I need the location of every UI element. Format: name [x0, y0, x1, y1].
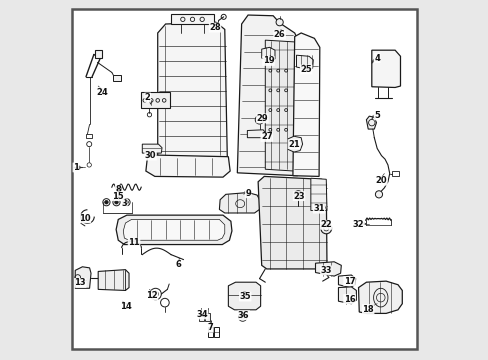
Text: 3: 3 [121, 199, 127, 208]
Polygon shape [287, 136, 302, 152]
Text: 20: 20 [375, 176, 386, 185]
Circle shape [293, 191, 302, 199]
Text: 32: 32 [352, 220, 364, 229]
Text: 11: 11 [128, 238, 140, 247]
Text: 34: 34 [196, 310, 207, 319]
Bar [391, 171, 398, 176]
Text: 10: 10 [79, 214, 91, 223]
Polygon shape [315, 262, 341, 276]
Polygon shape [258, 176, 326, 269]
Circle shape [375, 191, 382, 198]
Bar [140, 92, 169, 108]
Circle shape [104, 201, 108, 204]
Polygon shape [265, 40, 294, 171]
Polygon shape [292, 33, 319, 176]
Text: 1: 1 [73, 163, 79, 172]
Text: 36: 36 [238, 311, 249, 320]
Circle shape [238, 313, 246, 321]
Text: 15: 15 [112, 192, 124, 201]
Text: 29: 29 [256, 114, 268, 123]
Circle shape [320, 223, 331, 234]
Text: 5: 5 [373, 111, 379, 120]
Text: 8: 8 [115, 185, 121, 194]
Text: 14: 14 [120, 302, 131, 311]
Polygon shape [145, 155, 230, 177]
Bar [214, 327, 219, 337]
Text: 21: 21 [287, 140, 299, 149]
Bar [112, 75, 121, 81]
Polygon shape [142, 144, 162, 153]
Polygon shape [116, 215, 231, 244]
Text: 7: 7 [207, 323, 213, 332]
Text: 2: 2 [144, 93, 150, 102]
Bar [204, 313, 210, 320]
Polygon shape [219, 193, 260, 213]
Text: 30: 30 [144, 151, 156, 160]
Text: 13: 13 [74, 278, 86, 287]
Polygon shape [338, 287, 356, 304]
Polygon shape [261, 47, 274, 61]
Polygon shape [75, 267, 91, 288]
Polygon shape [366, 116, 376, 129]
Polygon shape [158, 22, 227, 157]
Polygon shape [171, 14, 214, 24]
Text: 12: 12 [146, 291, 158, 300]
Text: 9: 9 [244, 189, 250, 198]
Bar [94, 50, 102, 58]
Polygon shape [358, 281, 402, 314]
Text: 19: 19 [262, 57, 274, 66]
Polygon shape [338, 275, 355, 288]
Text: 35: 35 [239, 292, 250, 301]
FancyBboxPatch shape [72, 9, 416, 349]
Bar [207, 327, 212, 337]
Text: 4: 4 [373, 54, 379, 63]
Polygon shape [98, 270, 129, 291]
Text: 16: 16 [343, 294, 355, 303]
Bar [198, 313, 203, 320]
Circle shape [276, 19, 283, 26]
Text: 28: 28 [209, 23, 221, 32]
Text: 24: 24 [96, 87, 107, 96]
Text: 25: 25 [300, 65, 311, 74]
Text: 17: 17 [343, 276, 355, 285]
Polygon shape [237, 15, 298, 176]
Polygon shape [247, 130, 265, 138]
Circle shape [115, 201, 118, 204]
Polygon shape [228, 282, 260, 310]
Text: 6: 6 [175, 260, 181, 269]
Polygon shape [371, 50, 400, 87]
Text: 33: 33 [320, 266, 331, 275]
Text: 31: 31 [313, 204, 324, 213]
Text: 22: 22 [320, 220, 331, 229]
Bar [86, 134, 92, 138]
Text: 23: 23 [293, 192, 304, 201]
Text: 27: 27 [261, 132, 272, 141]
Text: 18: 18 [362, 305, 373, 314]
Circle shape [255, 116, 264, 124]
Polygon shape [123, 220, 224, 240]
Polygon shape [296, 55, 313, 69]
Polygon shape [310, 178, 326, 211]
Text: 26: 26 [273, 30, 285, 39]
Circle shape [124, 201, 128, 204]
